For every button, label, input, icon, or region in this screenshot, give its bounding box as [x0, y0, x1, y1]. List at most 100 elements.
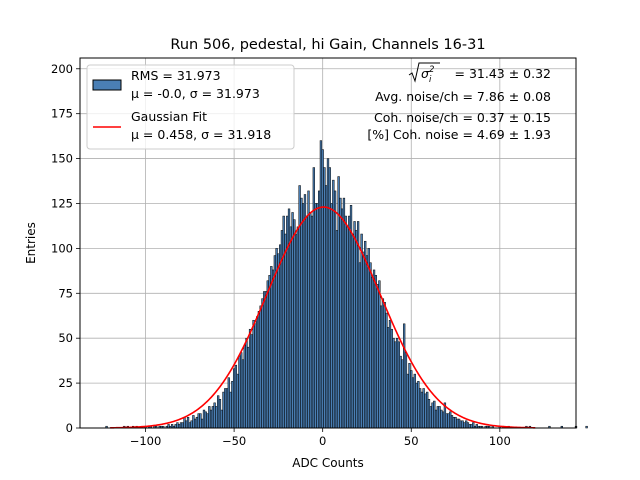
- histogram-bar: [394, 341, 397, 429]
- histogram-bar: [383, 302, 386, 429]
- histogram-bar: [356, 221, 360, 429]
- legend-fit-stats: μ = 0.458, σ = 31.918: [131, 127, 271, 142]
- histogram-bar: [264, 291, 268, 429]
- histogram-bar: [378, 280, 381, 429]
- histogram-bar: [232, 368, 236, 429]
- histogram-bar: [167, 424, 170, 429]
- histogram-bar: [381, 298, 385, 429]
- y-tick-label: 75: [58, 286, 73, 300]
- histogram-bar: [245, 337, 248, 429]
- histogram-bar: [197, 413, 200, 429]
- histogram-bar: [222, 391, 225, 429]
- histogram-bar: [341, 208, 344, 429]
- histogram-bar: [178, 424, 181, 429]
- histogram-bar: [277, 253, 280, 429]
- histogram-bar: [465, 420, 468, 429]
- histogram-bar: [201, 418, 204, 429]
- histogram-bar: [434, 409, 438, 429]
- histogram-bar: [188, 422, 191, 429]
- histogram-bar: [410, 370, 413, 429]
- histogram-bar: [438, 406, 441, 429]
- histogram-bar: [452, 416, 455, 429]
- sigma-superscript: 2: [429, 65, 434, 75]
- x-axis-label: ADC Counts: [292, 456, 364, 470]
- histogram-bar: [431, 402, 434, 429]
- histogram-bar: [206, 413, 209, 429]
- histogram-bar: [335, 230, 338, 429]
- noise-annotations: σ 2 i = 31.43 ± 0.32 Avg. noise/ch = 7.8…: [367, 62, 551, 142]
- histogram-bar: [250, 334, 253, 429]
- histogram-bar: [321, 149, 324, 429]
- histogram-bar: [348, 215, 351, 429]
- axis-ticks: −100 −50 0 50 100 0 25 50 75 100 125 150 175 200: [51, 62, 511, 448]
- legend: RMS = 31.973 μ = -0.0, σ = 31.973 Gaussi…: [86, 64, 295, 150]
- histogram-bar: [318, 190, 321, 429]
- histogram-bar: [447, 413, 450, 429]
- legend-box: [86, 64, 295, 150]
- x-tick-label: 100: [489, 434, 511, 448]
- histogram-bar: [179, 422, 183, 429]
- histogram-bar: [585, 425, 588, 429]
- histogram-bar: [213, 402, 216, 429]
- sqrt-sigma-symbol: σ 2 i: [408, 62, 440, 85]
- histogram-bar: [369, 262, 372, 429]
- histogram-bar: [415, 382, 418, 429]
- x-tick-label: 0: [319, 434, 326, 448]
- histogram-bar: [209, 409, 213, 429]
- histogram-bar: [468, 424, 471, 429]
- y-axis-label: Entries: [24, 222, 38, 264]
- histogram-bar: [224, 388, 227, 429]
- annotation-sqrt-value: = 31.43 ± 0.32: [455, 66, 551, 81]
- histogram-bar: [353, 221, 356, 429]
- histogram-bar: [333, 190, 337, 429]
- histogram-bar: [418, 388, 422, 429]
- histogram-bar: [339, 197, 342, 429]
- histogram-bar: [380, 305, 383, 429]
- histogram-bar: [364, 240, 367, 429]
- histogram-bar: [426, 391, 429, 429]
- histogram-bar: [470, 424, 473, 429]
- histogram-bar: [422, 388, 425, 429]
- legend-histogram-swatch: [92, 79, 122, 91]
- histogram-bar: [291, 212, 294, 429]
- histogram-bar: [433, 400, 436, 429]
- histogram-bar: [220, 409, 223, 429]
- histogram-bar: [238, 355, 241, 429]
- y-tick-label: 125: [51, 196, 73, 210]
- x-tick-label: 50: [404, 434, 419, 448]
- histogram-bar: [248, 328, 252, 429]
- histogram-bar: [367, 248, 370, 429]
- histogram-bar: [263, 291, 266, 429]
- histogram-bar: [174, 424, 177, 429]
- histogram-bar: [349, 205, 353, 429]
- histogram-bar: [204, 411, 207, 429]
- histogram-bar: [234, 364, 238, 429]
- histogram-bar: [360, 233, 363, 429]
- histogram-bar: [194, 418, 197, 429]
- histogram-bar: [243, 345, 246, 429]
- histogram-bar: [399, 355, 402, 429]
- histogram-bar: [316, 203, 319, 429]
- histogram-bar: [273, 255, 276, 429]
- histogram-bar: [289, 226, 292, 429]
- histogram-bar: [185, 420, 188, 429]
- histogram-bar: [300, 197, 303, 429]
- histogram-bar: [326, 158, 330, 429]
- histogram-bar: [218, 399, 222, 429]
- histogram-bar: [236, 373, 239, 429]
- histogram-bar: [195, 416, 199, 429]
- histogram-bar: [268, 275, 271, 429]
- histogram-bar: [312, 167, 315, 429]
- histogram-bar: [385, 312, 388, 429]
- histogram-bar: [183, 416, 186, 429]
- legend-fit-label: Gaussian Fit: [131, 109, 207, 124]
- histogram-bar: [309, 212, 312, 429]
- histogram-bar: [252, 319, 255, 429]
- histogram-bar: [229, 391, 232, 429]
- histogram-bar: [449, 411, 452, 429]
- histogram-bar: [282, 215, 285, 429]
- histogram-bar: [254, 323, 257, 429]
- histogram-bar: [413, 373, 416, 429]
- histogram-bar: [461, 420, 464, 429]
